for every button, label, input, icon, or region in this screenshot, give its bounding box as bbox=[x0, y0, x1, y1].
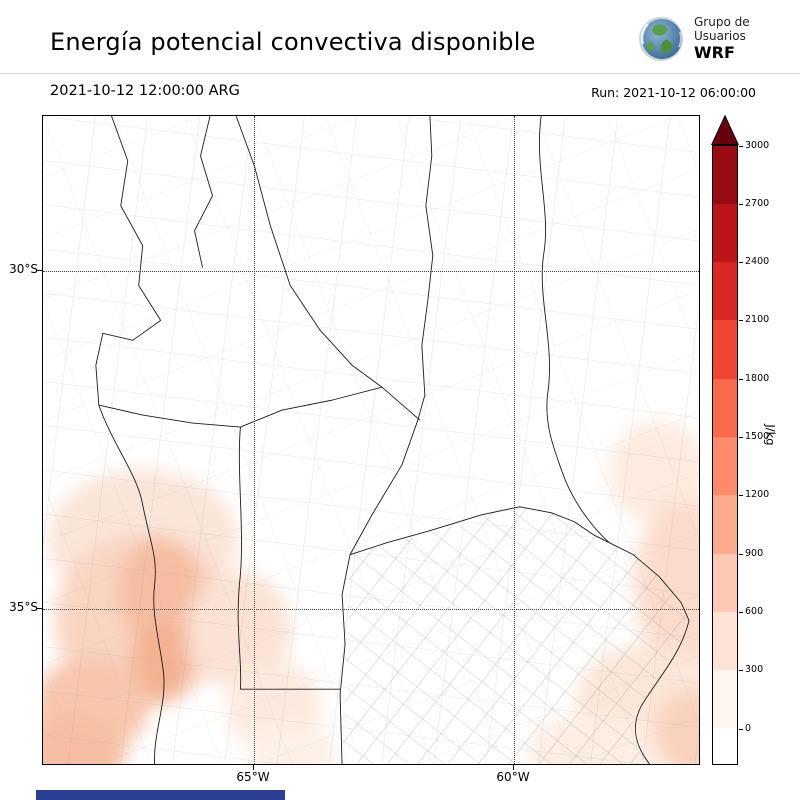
gridline-lon-60w bbox=[514, 116, 515, 764]
lon-tick-65w bbox=[253, 765, 254, 770]
logo-text-line1: Grupo de bbox=[694, 15, 750, 29]
header-divider bbox=[0, 73, 800, 74]
lat-tick-35s bbox=[37, 608, 42, 609]
logo-text-line2: Usuarios bbox=[694, 28, 746, 43]
lat-tick-30s bbox=[37, 270, 42, 271]
footer-bar bbox=[36, 790, 285, 800]
colorbar-bar bbox=[712, 144, 738, 765]
department-boundaries bbox=[43, 116, 699, 764]
gridline-lat-30s bbox=[43, 271, 699, 272]
map-canvas bbox=[43, 116, 699, 764]
lon-label-65w: 65°W bbox=[236, 770, 270, 784]
wrf-logo: Grupo de Usuarios WRF bbox=[636, 14, 750, 64]
lat-label-30s: 30°S bbox=[9, 262, 38, 276]
map-frame bbox=[42, 115, 700, 765]
page-title: Energía potencial convectiva disponible bbox=[50, 28, 536, 56]
colorbar: 3000 2700 2400 2100 1800 1500 1200 900 600 300 0 bbox=[711, 115, 769, 765]
lon-label-60w: 60°W bbox=[496, 770, 530, 784]
run-time-label: Run: 2021-10-12 06:00:00 bbox=[591, 85, 756, 100]
lon-tick-60w bbox=[513, 765, 514, 770]
logo-text-wrf: WRF bbox=[694, 42, 735, 62]
globe-icon bbox=[639, 17, 683, 61]
gridline-lat-35s bbox=[43, 609, 699, 610]
province-boundaries bbox=[95, 116, 690, 764]
gridline-lon-65w bbox=[254, 116, 255, 764]
colorbar-ticks: 3000 2700 2400 2100 1800 1500 1200 900 600 300 0 bbox=[711, 115, 786, 765]
valid-time-label: 2021-10-12 12:00:00 ARG bbox=[50, 83, 240, 99]
colorbar-unit-label: J/kg bbox=[763, 424, 778, 446]
lat-label-35s: 35°S bbox=[9, 600, 38, 614]
